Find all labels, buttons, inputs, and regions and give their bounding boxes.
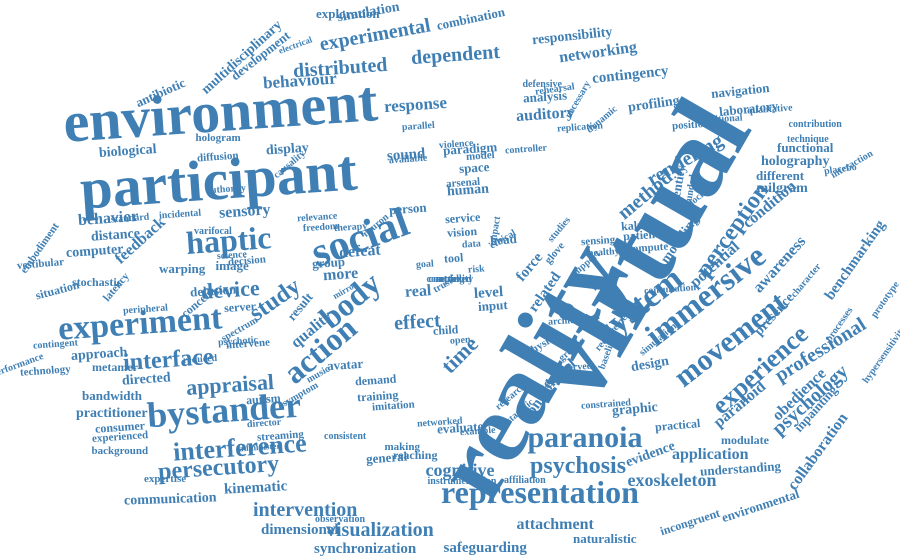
- cloud-word: representation: [441, 474, 639, 510]
- cloud-word: paranoia: [527, 421, 643, 454]
- cloud-word: expertise: [144, 472, 187, 485]
- cloud-word: tool: [443, 250, 464, 266]
- cloud-word: background: [91, 444, 149, 457]
- cloud-word: intervention: [253, 499, 358, 521]
- cloud-word: contingency: [590, 62, 669, 87]
- cloud-word: environmental: [719, 485, 801, 525]
- cloud-word: replication: [556, 120, 604, 135]
- cloud-word: kalman: [620, 216, 660, 234]
- cloud-word: image: [215, 257, 249, 273]
- cloud-word: varifocal: [194, 226, 232, 237]
- cloud-word: naturalistic: [573, 530, 637, 546]
- cloud-word: communication: [123, 490, 217, 509]
- cloud-word: demand: [354, 371, 397, 389]
- cloud-word: attachment: [516, 516, 594, 533]
- cloud-word: functional: [777, 139, 834, 155]
- cloud-word: metamer: [92, 360, 138, 374]
- cloud-word: hologram: [195, 131, 241, 144]
- cloud-word: instrumentation: [427, 476, 497, 487]
- cloud-word: benchmarking: [821, 216, 889, 303]
- cloud-word: navigation: [709, 79, 770, 101]
- cloud-word: incidental: [158, 207, 202, 222]
- cloud-word: contribution: [788, 119, 842, 130]
- cloud-word: compute: [627, 240, 669, 255]
- cloud-word: service: [444, 209, 481, 227]
- cloud-word: avatar: [326, 355, 364, 373]
- cloud-word: visualization: [326, 519, 434, 541]
- cloud-word: practical: [653, 416, 701, 434]
- cloud-word: affiliation: [504, 475, 546, 486]
- cloud-word: server: [223, 298, 257, 316]
- cloud-word: available: [388, 152, 428, 167]
- cloud-word: character: [788, 261, 824, 300]
- cloud-word: open: [449, 334, 471, 347]
- cloud-word: practitioner: [76, 406, 148, 421]
- cloud-word: goal: [415, 258, 435, 271]
- cloud-word: making: [384, 440, 420, 453]
- cloud-word: science: [216, 248, 248, 263]
- cloud-word: standard: [110, 211, 150, 226]
- cloud-word: qualitative: [746, 102, 793, 117]
- cloud-word: experienced: [91, 428, 149, 445]
- cloud-word: cognitive: [425, 460, 495, 480]
- cloud-word: modulate: [721, 433, 769, 447]
- cloud-word: synchronization: [314, 540, 417, 557]
- cloud-word: model: [465, 148, 495, 163]
- cloud-word: input: [477, 296, 509, 314]
- cloud-word: complexity: [426, 274, 474, 285]
- cloud-word: defeat: [338, 241, 382, 262]
- cloud-word: autism: [245, 390, 281, 408]
- cloud-word: vision: [446, 223, 478, 241]
- cloud-word: technique: [787, 134, 829, 145]
- cloud-word: parallel: [401, 119, 435, 134]
- cloud-word: situation: [33, 277, 81, 303]
- cloud-word: psychosis: [530, 453, 627, 479]
- cloud-word: holography: [761, 154, 830, 169]
- cloud-word: consistent: [324, 431, 367, 442]
- cloud-word: real: [404, 282, 432, 301]
- cloud-word: safeguarding: [443, 539, 527, 556]
- cloud-word: incongruent: [658, 505, 722, 539]
- cloud-word: response: [382, 92, 448, 116]
- cloud-word: imitation: [371, 398, 415, 413]
- cloud-word: diffusion: [196, 149, 239, 164]
- cloud-word: behaviour: [262, 67, 338, 93]
- cloud-word: vestibular: [16, 255, 64, 272]
- cloud-word: stochastic: [72, 275, 122, 289]
- cloud-word: combination: [434, 3, 506, 33]
- cloud-word: application: [672, 446, 749, 463]
- cloud-word: reaching: [393, 448, 438, 462]
- cloud-word: milgram: [756, 181, 808, 196]
- cloud-word: dimensional: [261, 521, 339, 538]
- cloud-word: controller: [504, 142, 548, 157]
- cloud-word: setting: [436, 274, 465, 285]
- cloud-word: exploration: [316, 5, 380, 21]
- cloud-word: data: [461, 238, 481, 251]
- cloud-word: person: [388, 199, 428, 217]
- cloud-word: director: [246, 416, 282, 431]
- cloud-word: kinematic: [223, 477, 288, 498]
- cloud-word: exoskeleton: [627, 470, 717, 490]
- cloud-word: different: [756, 167, 805, 183]
- cloud-word: dependent: [409, 40, 501, 70]
- cloud-word: warping: [159, 260, 206, 276]
- cloud-word: arsenal: [445, 175, 481, 190]
- cloud-word: defensive: [522, 79, 562, 90]
- cloud-word: controlled: [428, 274, 472, 285]
- cloud-word: prototype: [868, 279, 900, 320]
- cloud-word: bandwidth: [82, 387, 142, 403]
- cloud-word: observation: [315, 514, 365, 525]
